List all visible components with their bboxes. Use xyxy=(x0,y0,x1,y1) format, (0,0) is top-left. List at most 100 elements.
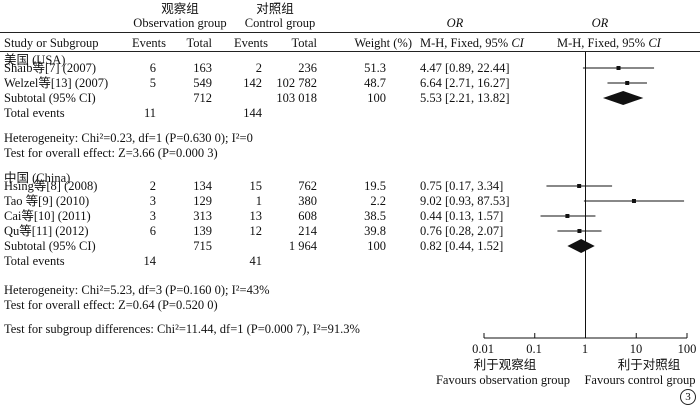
favours-observation-cn: 利于观察组 xyxy=(473,358,537,372)
cell-weight: 19.5 xyxy=(364,179,386,193)
weight-header: Weight (%) xyxy=(354,36,412,50)
cell-weight: 2.2 xyxy=(370,194,386,208)
cell-events1: 6 xyxy=(149,61,156,75)
cell-total1: 163 xyxy=(193,61,212,75)
group-title-china: 中国 (China) xyxy=(4,171,71,185)
cell-study: Tao 等[9] (2010) xyxy=(4,194,90,208)
or-header-2: OR xyxy=(591,16,609,30)
subgroup-differences-test: Test for subgroup differences: Chi²=11.4… xyxy=(4,322,360,336)
cell-events1: 11 xyxy=(143,106,156,120)
or-method-header-2: M-H, Fixed, 95% CI xyxy=(557,36,661,50)
cell-total2: 214 xyxy=(298,224,317,238)
cell-or_text: 0.44 [0.13, 1.57] xyxy=(420,209,504,223)
header-top-rule xyxy=(0,32,700,33)
cell-events1: 3 xyxy=(149,209,156,223)
observation-group-en: Observation group xyxy=(133,16,227,30)
header-bottom-rule xyxy=(0,51,700,52)
cell-events2: 12 xyxy=(249,224,263,238)
or-header-1: OR xyxy=(446,16,464,30)
cell-total1: 139 xyxy=(193,224,212,238)
total2-header: Total xyxy=(291,36,317,50)
cell-weight: 100 xyxy=(367,91,386,105)
control-group-en: Control group xyxy=(244,16,316,30)
cell-events2: 1 xyxy=(255,194,262,208)
tick-label-10: 10 xyxy=(629,342,643,356)
cell-total2: 103 018 xyxy=(276,91,317,105)
cell-total1: 129 xyxy=(193,194,212,208)
cell-study: Total events xyxy=(4,254,65,268)
cell-weight: 39.8 xyxy=(364,224,386,238)
subtotal-diamond xyxy=(567,239,595,253)
heterogeneity-china: Heterogeneity: Chi²=5.23, df=3 (P=0.160 … xyxy=(4,283,270,297)
overall-effect-usa: Test for overall effect: Z=3.66 (P=0.000… xyxy=(4,146,218,160)
overall-effect-china: Test for overall effect: Z=0.64 (P=0.520… xyxy=(4,298,218,312)
cell-or_text: 9.02 [0.93, 87.53] xyxy=(420,194,510,208)
cell-or_text: 6.64 [2.71, 16.27] xyxy=(420,76,510,90)
cell-total1: 715 xyxy=(193,239,212,253)
cell-events2: 15 xyxy=(249,179,263,193)
cell-study: Cai等[10] (2011) xyxy=(4,209,91,223)
cell-or_text: 5.53 [2.21, 13.82] xyxy=(420,91,510,105)
cell-total2: 236 xyxy=(298,61,317,75)
subtotal-diamond xyxy=(602,91,644,105)
cell-study: Shaib等[7] (2007) xyxy=(4,61,96,75)
tick-label-1: 1 xyxy=(581,342,589,356)
events1-header: Events xyxy=(131,36,166,50)
cell-study: Total events xyxy=(4,106,65,120)
cell-events2: 41 xyxy=(249,254,263,268)
tick-label-100: 100 xyxy=(677,342,697,356)
panel-label: 3 xyxy=(680,389,696,405)
cell-events2: 142 xyxy=(243,76,262,90)
cell-study: Hsing等[8] (2008) xyxy=(4,179,98,193)
cell-total1: 549 xyxy=(193,76,212,90)
cell-total2: 380 xyxy=(298,194,317,208)
tick-label-0.01: 0.01 xyxy=(472,342,494,356)
cell-total1: 712 xyxy=(193,91,212,105)
cell-or_text: 4.47 [0.89, 22.44] xyxy=(420,61,510,75)
favours-control-en: Favours control group xyxy=(584,373,696,387)
observation-group-cn: 观察组 xyxy=(161,2,199,16)
cell-or_text: 0.75 [0.17, 3.34] xyxy=(420,179,504,193)
cell-study: Welzel等[13] (2007) xyxy=(4,76,109,90)
cell-events1: 6 xyxy=(149,224,156,238)
tick-label-0.1: 0.1 xyxy=(526,342,542,356)
cell-or_text: 0.76 [0.28, 2.07] xyxy=(420,224,504,238)
cell-events1: 2 xyxy=(149,179,156,193)
cell-events1: 14 xyxy=(143,254,157,268)
total1-header: Total xyxy=(186,36,212,50)
cell-study: Subtotal (95% CI) xyxy=(4,239,96,253)
cell-weight: 100 xyxy=(367,239,386,253)
point-estimate xyxy=(616,66,621,70)
cell-or_text: 0.82 [0.44, 1.52] xyxy=(420,239,504,253)
point-estimate xyxy=(577,229,582,233)
cell-weight: 51.3 xyxy=(364,61,386,75)
cell-total1: 313 xyxy=(193,209,212,223)
point-estimate xyxy=(565,214,570,218)
cell-study: Qu等[11] (2012) xyxy=(4,224,89,238)
cell-study: Subtotal (95% CI) xyxy=(4,91,96,105)
cell-events1: 5 xyxy=(149,76,156,90)
cell-total2: 608 xyxy=(298,209,317,223)
cell-weight: 38.5 xyxy=(364,209,386,223)
cell-events2: 144 xyxy=(243,106,262,120)
point-estimate xyxy=(625,81,630,85)
favours-observation-en: Favours observation group xyxy=(435,373,570,387)
group-title-usa: 美国 (USA) xyxy=(4,53,66,67)
cell-events2: 2 xyxy=(255,61,262,75)
or-method-header-1: M-H, Fixed, 95% CI xyxy=(420,36,524,50)
events2-header: Events xyxy=(233,36,268,50)
heterogeneity-usa: Heterogeneity: Chi²=0.23, df=1 (P=0.630 … xyxy=(4,131,253,145)
cell-total2: 762 xyxy=(298,179,317,193)
cell-weight: 48.7 xyxy=(364,76,386,90)
cell-total2: 102 782 xyxy=(276,76,317,90)
favours-control-cn: 利于对照组 xyxy=(617,358,681,372)
point-estimate xyxy=(631,199,636,203)
cell-events2: 13 xyxy=(249,209,263,223)
study-column-header: Study or Subgroup xyxy=(4,36,99,50)
cell-total1: 134 xyxy=(193,179,212,193)
cell-total2: 1 964 xyxy=(288,239,317,253)
point-estimate xyxy=(577,184,582,188)
control-group-cn: 对照组 xyxy=(256,2,294,16)
cell-events1: 3 xyxy=(149,194,156,208)
